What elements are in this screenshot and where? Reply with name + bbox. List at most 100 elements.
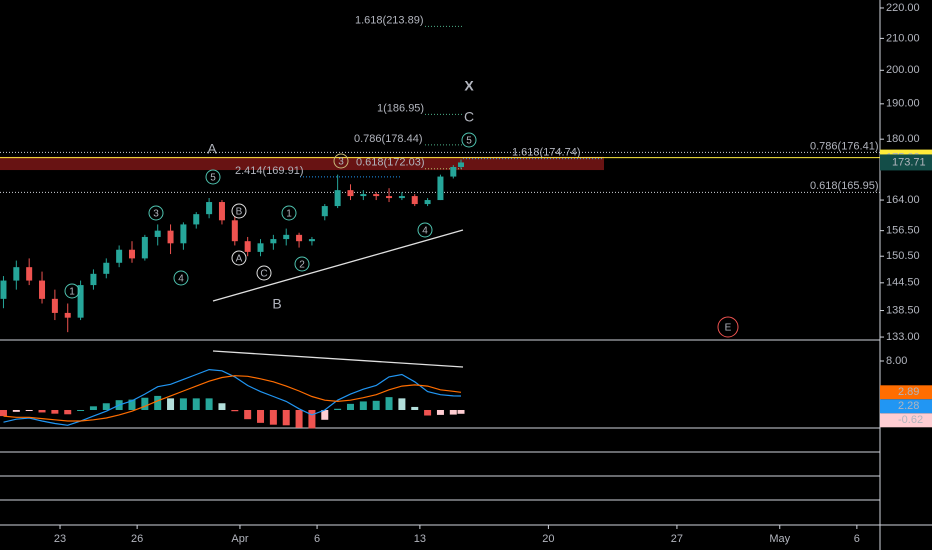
x-tick-label: May xyxy=(769,533,790,545)
histogram-bar xyxy=(269,409,277,425)
y-tick-label: 200.00 xyxy=(886,64,920,76)
candle-body xyxy=(283,234,290,240)
wave-label: 4 xyxy=(422,226,428,237)
histogram-bar xyxy=(457,409,465,414)
x-tick-label: 6 xyxy=(854,533,860,545)
y-tick-label: 138.50 xyxy=(886,304,920,316)
wave-label: 2 xyxy=(299,260,305,271)
wave-label: 5 xyxy=(466,136,472,147)
wave-circle xyxy=(281,205,297,221)
wave-label: 3 xyxy=(153,209,159,220)
histogram-bar xyxy=(346,403,354,410)
histogram-bar xyxy=(411,406,419,410)
candle-body xyxy=(424,200,431,205)
candle-body xyxy=(64,312,71,318)
value-label: 2.89 xyxy=(898,386,919,398)
value-label: 2.28 xyxy=(898,400,919,412)
candle-body xyxy=(39,280,46,299)
value-label-bg xyxy=(880,399,932,414)
candle-body xyxy=(257,243,264,252)
candle-body xyxy=(373,194,380,197)
x-tick-label: 20 xyxy=(542,533,554,545)
macd-line xyxy=(3,375,462,422)
histogram-bar xyxy=(154,395,162,410)
wave-circle xyxy=(461,132,477,148)
wave-circle xyxy=(231,250,247,266)
trend-line xyxy=(212,229,464,302)
histogram-bar xyxy=(102,403,110,410)
fib-label: 0.786(176.41) xyxy=(810,140,879,152)
candle-body xyxy=(167,230,174,244)
divergence-line xyxy=(212,350,464,368)
wave-circle xyxy=(417,222,433,238)
x-tick-label: 23 xyxy=(54,533,66,545)
x-tick-label: 13 xyxy=(414,533,426,545)
wave-circle xyxy=(148,205,164,221)
fib-label: 0.786(178.44) xyxy=(354,133,423,145)
wave-label: 1 xyxy=(69,287,75,298)
y-tick-label: 150.50 xyxy=(886,250,920,262)
wave-label: E xyxy=(725,323,732,334)
last-price-bg xyxy=(880,154,932,171)
candle-body xyxy=(321,206,328,217)
wave-circle xyxy=(173,270,189,286)
histogram-bar xyxy=(308,409,316,429)
candle-body xyxy=(141,236,148,259)
histogram-bar xyxy=(38,409,46,413)
histogram-bar xyxy=(385,397,393,410)
histogram-bar xyxy=(231,409,239,412)
histogram-bar xyxy=(12,409,20,412)
y-tick-label: 164.00 xyxy=(886,194,920,206)
wave-label: A xyxy=(207,141,217,157)
x-tick-label: 26 xyxy=(131,533,143,545)
last-price-label: 173.71 xyxy=(892,156,926,168)
y-tick-label: 144.50 xyxy=(886,277,920,289)
histogram-bar xyxy=(218,403,226,410)
histogram-bar xyxy=(359,401,367,410)
histogram-bar xyxy=(192,398,200,410)
x-tick-label: 27 xyxy=(671,533,683,545)
wave-label: B xyxy=(236,207,243,218)
fib-label: 2.414(169.91) xyxy=(235,165,304,177)
wave-label: 5 xyxy=(210,173,216,184)
candle-body xyxy=(26,267,33,281)
histogram-bar xyxy=(436,409,444,415)
value-label: -0.62 xyxy=(898,414,923,426)
histogram-bar xyxy=(334,408,342,410)
candle-body xyxy=(193,214,200,225)
histogram-bar xyxy=(372,400,380,410)
candle-body xyxy=(103,262,110,274)
candle-body xyxy=(437,176,444,201)
wave-circle xyxy=(256,265,272,281)
y-tick-label: 8.00 xyxy=(886,355,907,367)
candle-body xyxy=(244,241,251,252)
histogram-bar xyxy=(77,409,85,411)
histogram-bar xyxy=(321,409,329,420)
histogram-bar xyxy=(89,406,97,410)
histogram-bar xyxy=(295,409,303,428)
candle-body xyxy=(206,202,213,215)
wave-label: B xyxy=(272,296,281,312)
wave-label: 4 xyxy=(178,274,184,285)
histogram-bar xyxy=(398,398,406,410)
histogram-bar xyxy=(205,398,213,410)
y-tick-label: 180.00 xyxy=(886,133,920,145)
histogram-bar xyxy=(25,409,33,411)
candle-body xyxy=(347,190,354,197)
candle-body xyxy=(270,239,277,244)
fib-label: 0.618(165.95) xyxy=(810,180,879,192)
wave-label: A xyxy=(236,254,243,265)
histogram-bar xyxy=(0,409,7,417)
candle-body xyxy=(154,230,161,237)
candle-body xyxy=(13,267,20,281)
wave-circle xyxy=(294,256,310,272)
histogram-bar xyxy=(179,398,187,410)
y-tick-label: 133.00 xyxy=(886,331,920,343)
candle-body xyxy=(128,249,135,259)
histogram-bar xyxy=(244,409,252,420)
candle-body xyxy=(0,280,7,299)
wave-label: C xyxy=(464,109,474,125)
candle-body xyxy=(411,196,418,205)
candle-body xyxy=(308,239,315,242)
